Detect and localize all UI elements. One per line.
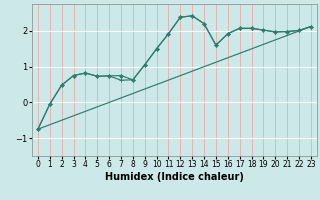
X-axis label: Humidex (Indice chaleur): Humidex (Indice chaleur) bbox=[105, 172, 244, 182]
